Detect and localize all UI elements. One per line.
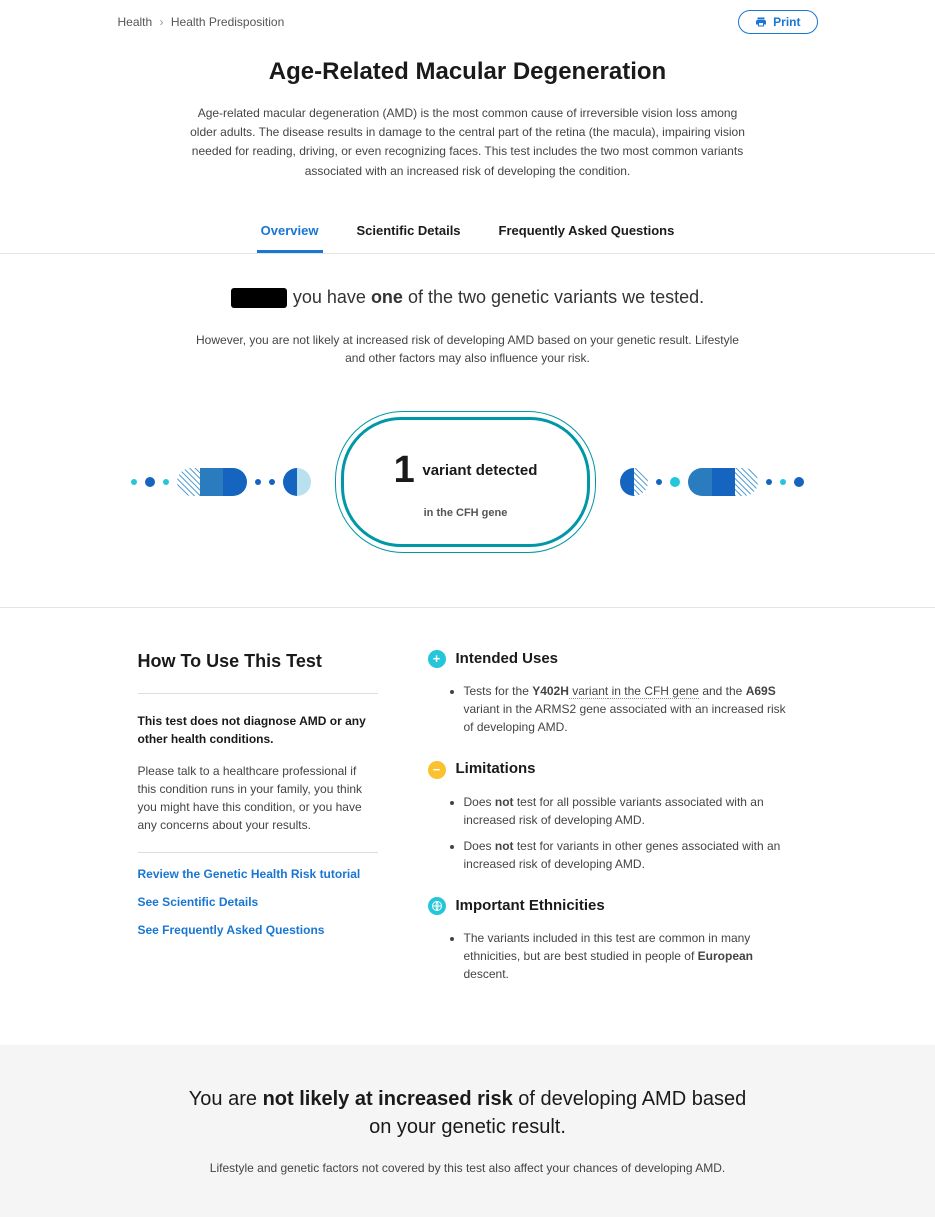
ethnicities-item: The variants included in this test are c… (464, 929, 798, 983)
result-headline: you have one of the two genetic variants… (231, 284, 704, 311)
plus-icon: + (428, 650, 446, 668)
variant-badge: 1 variant detected in the CFH gene (341, 417, 591, 547)
variant-label: variant detected (422, 460, 537, 483)
intro-text: Age-related macular degeneration (AMD) i… (188, 104, 748, 181)
decoration-left (131, 468, 311, 496)
limitations-item-1: Does not test for all possible variants … (464, 793, 798, 829)
tab-bar: Overview Scientific Details Frequently A… (0, 211, 935, 255)
print-label: Print (773, 15, 800, 29)
link-scientific[interactable]: See Scientific Details (138, 893, 378, 911)
decoration-right (620, 468, 804, 496)
breadcrumb-current[interactable]: Health Predisposition (171, 15, 284, 29)
print-icon (755, 16, 767, 28)
print-button[interactable]: Print (738, 10, 817, 34)
limitations-item-2: Does not test for variants in other gene… (464, 837, 798, 873)
risk-summary: You are not likely at increased risk of … (0, 1045, 935, 1217)
tab-faq[interactable]: Frequently Asked Questions (495, 211, 679, 254)
howto-bold-note: This test does not diagnose AMD or any o… (138, 712, 378, 748)
headline-emph: one (371, 287, 403, 307)
redacted-name (231, 288, 287, 308)
variant-graphic: 1 variant detected in the CFH gene (18, 377, 918, 607)
intended-item: Tests for the Y402H variant in the CFH g… (464, 682, 798, 736)
link-faq[interactable]: See Frequently Asked Questions (138, 921, 378, 939)
risk-summary-sub: Lifestyle and genetic factors not covere… (20, 1159, 915, 1177)
link-tutorial[interactable]: Review the Genetic Health Risk tutorial (138, 865, 378, 883)
result-subtext: However, you are not likely at increased… (188, 331, 748, 367)
ethnicities-title: Important Ethnicities (456, 895, 605, 918)
intended-title: Intended Uses (456, 648, 559, 671)
variant-count: 1 (394, 442, 415, 499)
howto-title: How To Use This Test (138, 648, 378, 675)
breadcrumb-root[interactable]: Health (118, 15, 153, 29)
globe-icon (428, 897, 446, 915)
variant-gene: in the CFH gene (394, 505, 538, 522)
tab-scientific[interactable]: Scientific Details (353, 211, 465, 254)
howto-para: Please talk to a healthcare professional… (138, 762, 378, 834)
limitations-title: Limitations (456, 758, 536, 781)
chevron-right-icon: › (160, 15, 164, 29)
minus-icon: − (428, 761, 446, 779)
tab-overview[interactable]: Overview (257, 211, 323, 254)
risk-summary-main: You are not likely at increased risk of … (188, 1085, 748, 1141)
page-title: Age-Related Macular Degeneration (138, 54, 798, 90)
headline-suffix: of the two genetic variants we tested. (408, 287, 704, 307)
headline-prefix: you have (293, 287, 366, 307)
breadcrumb: Health › Health Predisposition (118, 13, 285, 31)
